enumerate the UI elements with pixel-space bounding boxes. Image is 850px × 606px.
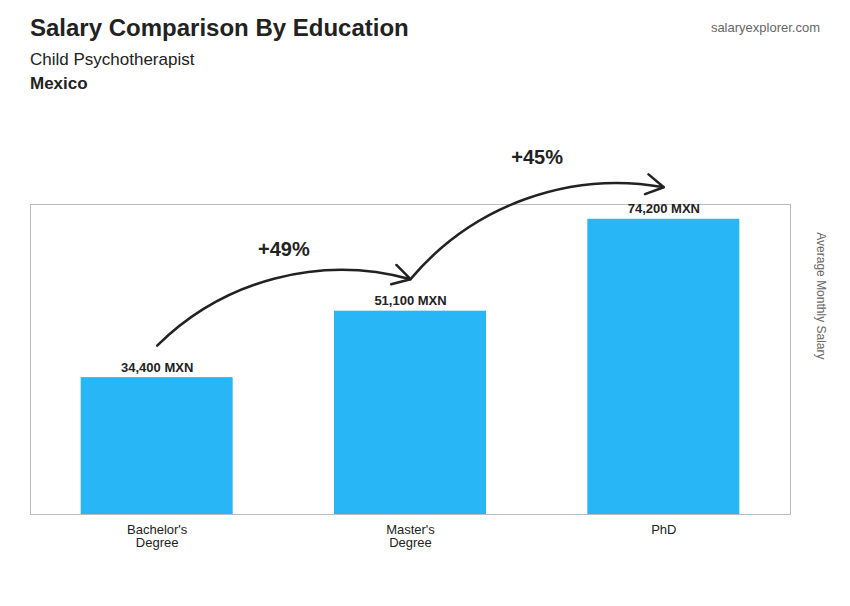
svg-text:34,400 MXN: 34,400 MXN — [121, 360, 193, 375]
svg-text:74,200 MXN: 74,200 MXN — [628, 201, 700, 216]
html-text:salaryexplorer.com: salaryexplorer.com — [710, 20, 820, 35]
svg-text:+45%: +45% — [511, 146, 563, 168]
svg-text:Average Monthly Salary: Average Monthly Salary — [814, 232, 828, 359]
svg-text:Bachelor'sDegree: Bachelor'sDegree — [127, 522, 188, 550]
svg-text:PhD: PhD — [651, 522, 676, 537]
html-text:Child Psychotherapist: Child Psychotherapist — [30, 50, 195, 69]
svg-text:Master'sDegree: Master'sDegree — [386, 522, 435, 550]
html-text:Mexico: Mexico — [30, 74, 88, 93]
svg-text:+49%: +49% — [258, 238, 310, 260]
svg-text:51,100 MXN: 51,100 MXN — [374, 293, 446, 308]
html-text:Salary Comparison By Education: Salary Comparison By Education — [30, 14, 409, 41]
